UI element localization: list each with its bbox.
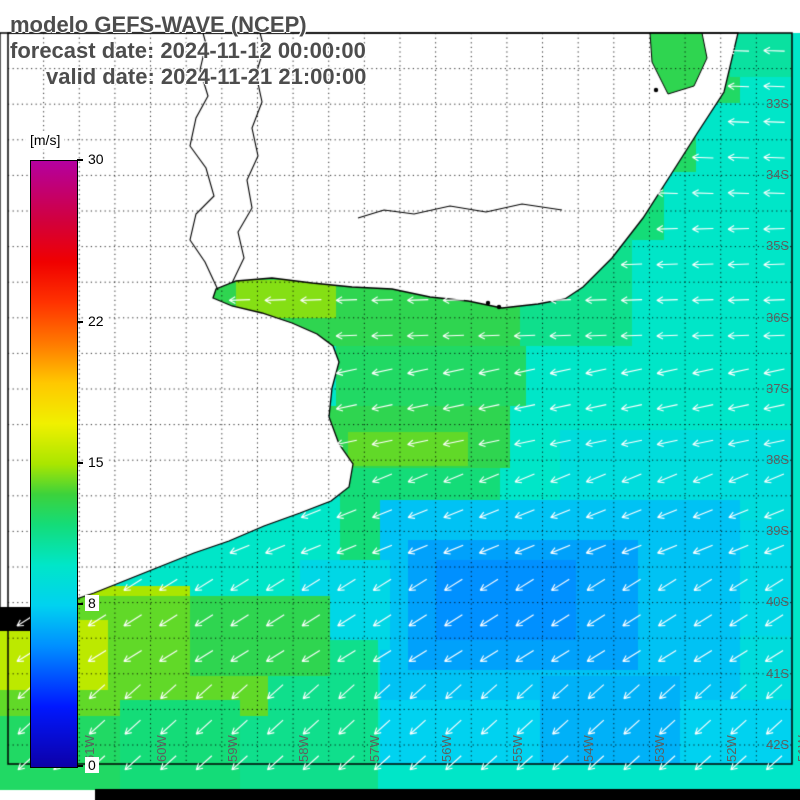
model-title: modelo GEFS-WAVE (NCEP) [10,12,307,37]
forecast-date: forecast date: 2024-11-12 00:00:00 [10,38,366,63]
colorbar-unit-label: [m/s] [26,131,65,149]
colorbar [30,160,78,768]
valid-date: valid date: 2024-11-21 21:00:00 [46,64,367,89]
title-block: modelo GEFS-WAVE (NCEP) forecast date: 2… [10,12,366,90]
